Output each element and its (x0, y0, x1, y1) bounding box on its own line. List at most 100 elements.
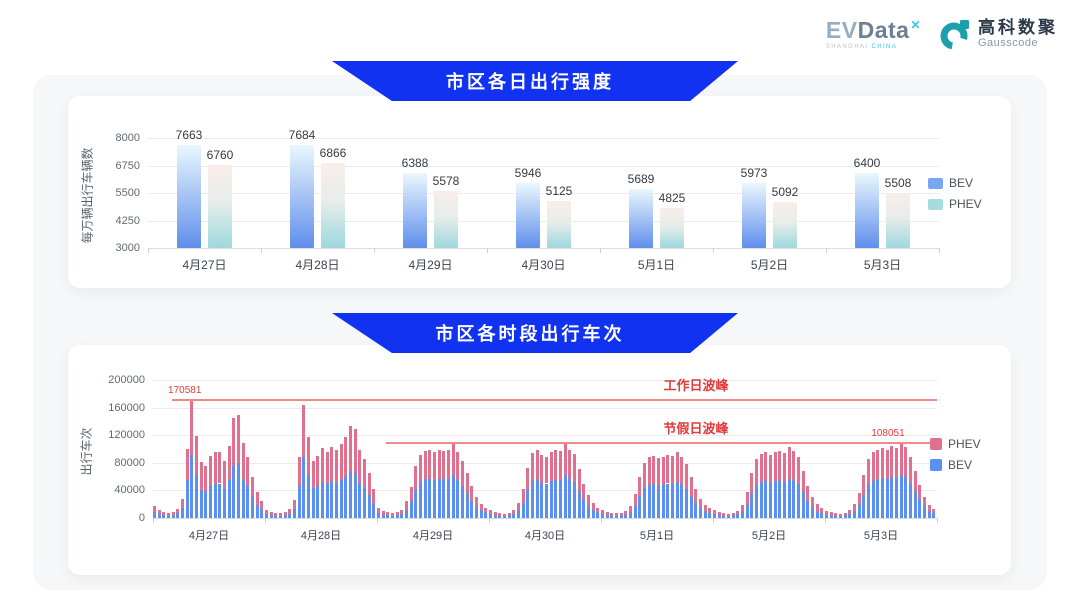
phev-stack-bar[interactable] (288, 509, 292, 514)
phev-stack-bar[interactable] (923, 497, 927, 507)
phev-bar[interactable] (773, 201, 797, 248)
phev-stack-bar[interactable] (778, 451, 782, 481)
phev-stack-bar[interactable] (568, 449, 572, 480)
phev-stack-bar[interactable] (699, 498, 703, 508)
phev-stack-bar[interactable] (801, 471, 805, 493)
bev-stack-bar[interactable] (647, 484, 651, 518)
phev-stack-bar[interactable] (344, 437, 348, 476)
bev-stack-bar[interactable] (731, 515, 735, 518)
bev-stack-bar[interactable] (764, 481, 768, 518)
bev-stack-bar[interactable] (801, 492, 805, 518)
bev-stack-bar[interactable] (885, 478, 889, 518)
phev-stack-bar[interactable] (876, 450, 880, 480)
bev-stack-bar[interactable] (475, 506, 479, 518)
phev-stack-bar[interactable] (783, 453, 787, 483)
phev-stack-bar[interactable] (171, 512, 175, 515)
phev-stack-bar[interactable] (652, 455, 656, 485)
bev-stack-bar[interactable] (787, 478, 791, 518)
bev-stack-bar[interactable] (391, 515, 395, 518)
phev-stack-bar[interactable] (372, 489, 376, 504)
bev-stack-bar[interactable] (209, 486, 213, 518)
bev-stack-bar[interactable] (629, 511, 633, 518)
phev-stack-bar[interactable] (657, 457, 661, 486)
phev-stack-bar[interactable] (643, 462, 647, 489)
phev-stack-bar[interactable] (773, 452, 777, 482)
bev-stack-bar[interactable] (269, 514, 273, 518)
phev-stack-bar[interactable] (330, 446, 334, 482)
bev-stack-bar[interactable] (624, 514, 628, 518)
bev-stack-bar[interactable] (643, 488, 647, 518)
phev-stack-bar[interactable] (619, 512, 623, 516)
phev-stack-bar[interactable] (927, 504, 931, 512)
bev-stack-bar[interactable] (521, 502, 525, 518)
bev-stack-bar[interactable] (232, 465, 236, 518)
phev-stack-bar[interactable] (792, 451, 796, 481)
bev-stack-bar[interactable] (311, 488, 315, 518)
phev-stack-bar[interactable] (713, 510, 717, 515)
bev-stack-bar[interactable] (218, 483, 222, 518)
bev-stack-bar[interactable] (843, 515, 847, 518)
bev-stack-bar[interactable] (400, 513, 404, 518)
bev-stack-bar[interactable] (671, 484, 675, 518)
bev-stack-bar[interactable] (587, 506, 591, 518)
phev-stack-bar[interactable] (498, 513, 502, 516)
phev-stack-bar[interactable] (736, 510, 740, 515)
bev-stack-bar[interactable] (246, 486, 250, 518)
phev-stack-bar[interactable] (731, 512, 735, 516)
phev-stack-bar[interactable] (629, 505, 633, 512)
phev-stack-bar[interactable] (297, 457, 301, 486)
bev-stack-bar[interactable] (633, 505, 637, 518)
bev-stack-bar[interactable] (680, 484, 684, 518)
phev-stack-bar[interactable] (185, 448, 189, 481)
phev-stack-bar[interactable] (764, 452, 768, 482)
bev-stack-bar[interactable] (601, 513, 605, 518)
bev-stack-bar[interactable] (185, 480, 189, 518)
bev-stack-bar[interactable] (423, 479, 427, 518)
phev-stack-bar[interactable] (489, 510, 493, 515)
bev-stack-bar[interactable] (223, 489, 227, 518)
bev-stack-bar[interactable] (713, 514, 717, 518)
phev-stack-bar[interactable] (479, 503, 483, 511)
phev-stack-bar[interactable] (671, 455, 675, 485)
bev-stack-bar[interactable] (377, 513, 381, 518)
phev-stack-bar[interactable] (157, 510, 161, 514)
bev-stack-bar[interactable] (839, 515, 843, 518)
bev-stack-bar[interactable] (540, 482, 544, 518)
bev-stack-bar[interactable] (652, 484, 656, 518)
bev-stack-bar[interactable] (349, 471, 353, 518)
bev-stack-bar[interactable] (899, 474, 903, 518)
bev-stack-bar[interactable] (582, 499, 586, 518)
phev-stack-bar[interactable] (419, 454, 423, 483)
bev-stack-bar[interactable] (577, 491, 581, 518)
phev-stack-bar[interactable] (829, 512, 833, 516)
phev-stack-bar[interactable] (283, 512, 287, 515)
phev-stack-bar[interactable] (727, 513, 731, 516)
phev-stack-bar[interactable] (904, 446, 908, 477)
bev-stack-bar[interactable] (428, 478, 432, 518)
phev-stack-bar[interactable] (321, 448, 325, 483)
phev-stack-bar[interactable] (834, 513, 838, 516)
bev-stack-bar[interactable] (321, 482, 325, 518)
bev-bar[interactable] (403, 173, 427, 248)
bev-stack-bar[interactable] (834, 515, 838, 518)
phev-stack-bar[interactable] (521, 489, 525, 503)
bev-stack-bar[interactable] (176, 513, 180, 518)
phev-stack-bar[interactable] (932, 509, 936, 514)
phev-stack-bar[interactable] (456, 451, 460, 481)
phev-stack-bar[interactable] (251, 476, 255, 497)
bev-stack-bar[interactable] (405, 509, 409, 518)
bev-stack-bar[interactable] (615, 515, 619, 518)
bev-stack-bar[interactable] (918, 499, 922, 518)
bev-stack-bar[interactable] (251, 496, 255, 518)
phev-stack-bar[interactable] (293, 500, 297, 509)
bev-stack-bar[interactable] (395, 515, 399, 518)
bev-stack-bar[interactable] (708, 513, 712, 518)
phev-stack-bar[interactable] (825, 511, 829, 515)
phev-stack-bar[interactable] (428, 449, 432, 479)
bev-stack-bar[interactable] (675, 482, 679, 518)
bev-stack-bar[interactable] (279, 515, 283, 518)
bev-stack-bar[interactable] (591, 510, 595, 518)
phev-stack-bar[interactable] (717, 512, 721, 516)
phev-stack-bar[interactable] (232, 417, 236, 466)
bev-stack-bar[interactable] (741, 511, 745, 518)
